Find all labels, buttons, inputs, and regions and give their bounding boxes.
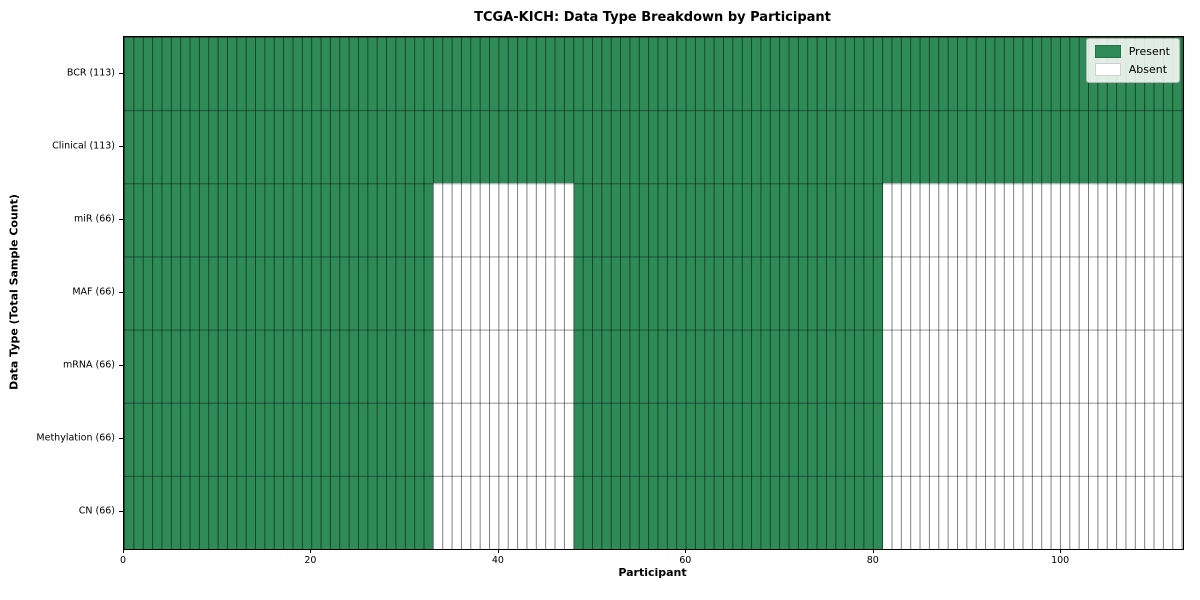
y-tick-label-maf: MAF (66) <box>72 286 115 298</box>
y-tick-mark <box>119 438 123 440</box>
heatmap-row-mir <box>124 183 1183 257</box>
heatmap-rows <box>124 37 1183 549</box>
heatmap-row-methylation <box>124 402 1183 476</box>
y-axis-label: Data Type (Total Sample Count) <box>7 194 21 390</box>
legend-item-present: Present <box>1094 45 1170 58</box>
present-segment <box>573 256 884 330</box>
x-tick-label: 60 <box>679 555 692 566</box>
heatmap-row-maf <box>124 256 1183 330</box>
x-tick-mark <box>685 549 687 553</box>
present-segment <box>124 256 434 330</box>
legend-swatch-present <box>1094 45 1121 58</box>
y-tick-label-mir: miR (66) <box>73 213 115 225</box>
x-tick-label: 100 <box>1051 555 1070 566</box>
present-segment <box>124 475 434 549</box>
y-tick-mark <box>119 365 123 367</box>
legend-swatch-absent <box>1094 63 1121 76</box>
x-tick-mark <box>1060 549 1062 553</box>
heatmap-row-mrna <box>124 329 1183 403</box>
x-tick-mark <box>123 549 124 553</box>
plot-area <box>123 36 1184 550</box>
present-segment <box>573 183 884 257</box>
present-segment <box>124 37 1183 111</box>
present-segment <box>573 329 884 403</box>
present-segment <box>124 110 1183 184</box>
legend-label: Present <box>1128 45 1170 58</box>
present-segment <box>124 329 434 403</box>
x-tick-label: 40 <box>491 555 504 566</box>
present-segment <box>124 183 434 257</box>
x-tick-label: 20 <box>304 555 317 566</box>
y-tick-label-mrna: mRNA (66) <box>63 359 115 371</box>
y-tick-mark <box>119 72 123 74</box>
heatmap-row-cn <box>124 475 1183 549</box>
x-tick-mark <box>872 549 874 553</box>
chart-title: TCGA-KICH: Data Type Breakdown by Partic… <box>474 10 831 25</box>
legend-item-absent: Absent <box>1094 63 1170 76</box>
x-tick-mark <box>310 549 312 553</box>
present-segment <box>124 402 434 476</box>
legend: Present Absent <box>1085 38 1180 83</box>
x-tick-label: 80 <box>866 555 879 566</box>
x-tick-mark <box>497 549 499 553</box>
x-axis-label: Participant <box>618 566 687 579</box>
heatmap-row-clinical <box>124 110 1183 184</box>
y-tick-label-cn: CN (66) <box>78 505 115 517</box>
present-segment <box>573 402 884 476</box>
y-tick-mark <box>119 145 123 147</box>
y-tick-label-methylation: Methylation (66) <box>36 432 115 444</box>
present-segment <box>573 475 884 549</box>
y-tick-mark <box>119 292 123 293</box>
legend-label: Absent <box>1128 63 1168 76</box>
y-tick-mark <box>119 511 123 513</box>
y-tick-label-bcr: BCR (113) <box>66 67 115 79</box>
heatmap-row-bcr <box>124 37 1183 111</box>
x-tick-label: 0 <box>119 555 127 566</box>
y-tick-mark <box>119 218 123 220</box>
y-tick-label-clinical: Clinical (113) <box>52 140 115 152</box>
